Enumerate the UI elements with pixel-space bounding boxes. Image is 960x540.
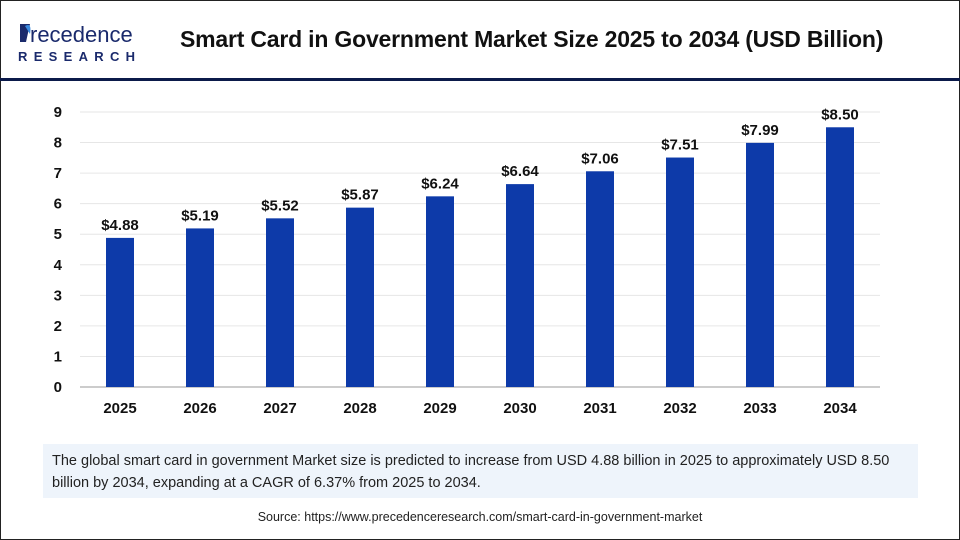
x-tick-label: 2028	[343, 400, 376, 417]
bar	[666, 157, 694, 387]
bar-chart: 0 1 2 3 4 5 6 7 8 9 $4.88 2025 $5.19 2026 $5.52 2027 $5.…	[54, 104, 880, 417]
bar	[746, 142, 774, 387]
x-tick-label: 2030	[503, 400, 536, 417]
chart-title: Smart Card in Government Market Size 202…	[180, 26, 884, 52]
data-label: $6.64	[501, 163, 539, 180]
data-label: $7.51	[661, 137, 699, 154]
x-tick-label: 2031	[583, 400, 616, 417]
x-tick-label: 2029	[423, 400, 456, 417]
bar	[266, 218, 294, 387]
x-tick-label: 2034	[823, 400, 857, 417]
y-tick-label: 1	[54, 348, 62, 365]
data-label: $5.87	[341, 187, 379, 204]
source-text: Source: https://www.precedenceresearch.c…	[257, 510, 703, 524]
x-tick-label: 2026	[183, 400, 216, 417]
y-tick-label: 5	[54, 226, 62, 243]
bar	[506, 184, 534, 387]
y-tick-label: 4	[54, 257, 63, 274]
summary-text: The global smart card in government Mark…	[43, 444, 918, 498]
x-tick-label: 2033	[743, 400, 776, 417]
y-tick-label: 8	[54, 135, 62, 152]
data-label: $7.99	[741, 122, 779, 139]
data-label: $7.06	[581, 150, 619, 167]
bar	[586, 171, 614, 387]
x-tick-label: 2032	[663, 400, 696, 417]
bar	[186, 228, 214, 387]
header: recedence RESEARCH Smart Card in Governm…	[0, 0, 960, 81]
y-tick-label: 7	[54, 165, 62, 182]
bar	[346, 207, 374, 387]
y-tick-label: 2	[54, 318, 62, 335]
bar	[426, 196, 454, 387]
y-tick-label: 0	[54, 379, 62, 396]
bar	[106, 237, 134, 387]
data-label: $5.52	[261, 197, 299, 214]
y-tick-label: 3	[54, 287, 62, 304]
svg-text:recedence: recedence	[30, 22, 133, 47]
data-label: $6.24	[421, 175, 459, 192]
x-tick-label: 2027	[263, 400, 296, 417]
y-tick-label: 6	[54, 196, 62, 213]
x-tick-label: 2025	[103, 400, 136, 417]
svg-text:RESEARCH: RESEARCH	[18, 49, 141, 64]
data-label: $4.88	[101, 217, 139, 234]
y-tick-label: 9	[54, 104, 62, 121]
bar	[826, 127, 854, 388]
data-label: $8.50	[821, 106, 859, 123]
data-label: $5.19	[181, 207, 219, 224]
precedence-research-logo: recedence RESEARCH	[18, 22, 141, 64]
